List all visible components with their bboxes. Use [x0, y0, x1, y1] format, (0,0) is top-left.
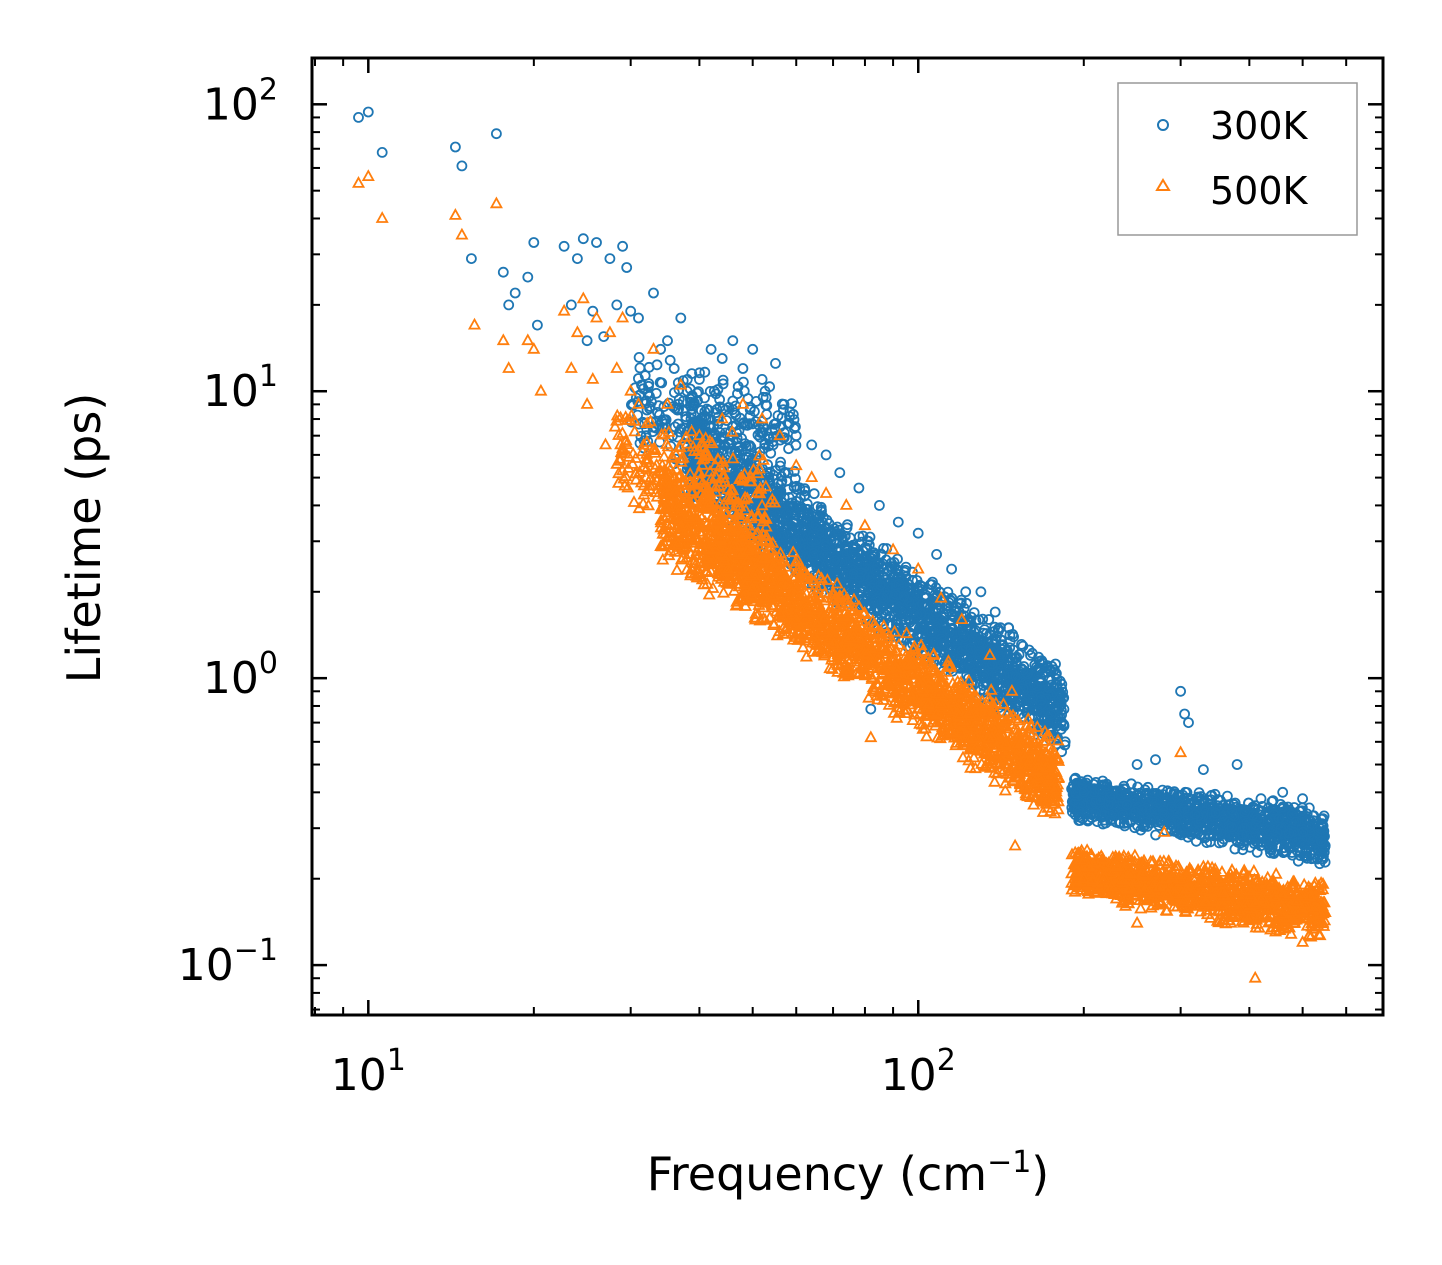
data-point-300K [717, 378, 729, 390]
data-point-300K [694, 367, 705, 379]
data-point-300K [729, 407, 740, 419]
data-point-300K [672, 431, 683, 443]
data-point-300K [639, 370, 651, 382]
data-point-300K [720, 427, 731, 439]
data-point-300K [1008, 631, 1019, 643]
data-point-300K [699, 366, 711, 378]
data-point-300K [685, 413, 697, 425]
data-point-300K [637, 383, 649, 395]
data-point-300K [808, 488, 820, 500]
data-point-300K [633, 373, 644, 384]
data-point-300K [782, 417, 794, 429]
data-point-300K [880, 554, 892, 566]
data-point-300K [765, 447, 777, 459]
data-point-300K [686, 403, 698, 415]
data-point-300K [846, 547, 858, 559]
data-point-300K [714, 394, 725, 405]
data-point-300K [782, 530, 794, 542]
data-point-300K [713, 415, 724, 427]
data-point-300K [669, 421, 681, 433]
data-point-300K [759, 385, 771, 397]
data-point-300K [634, 362, 646, 374]
data-point-300K [659, 418, 671, 430]
data-point-300K [780, 514, 792, 526]
data-point-300K [744, 418, 755, 430]
data-point-300K [775, 478, 787, 490]
data-point-300K [635, 430, 647, 442]
data-point-300K [907, 638, 918, 650]
data-point-300K [983, 614, 995, 625]
data-point-300K [673, 398, 684, 410]
data-point-300K [738, 376, 749, 388]
data-point-300K [1023, 644, 1035, 656]
data-point-300K [786, 398, 797, 410]
data-point-300K [974, 684, 986, 696]
data-point-300K [777, 432, 789, 444]
data-point-300K [656, 377, 668, 389]
data-point-300K [757, 426, 769, 438]
data-point-300K [699, 392, 710, 404]
data-point-300K [731, 427, 742, 439]
data-point-300K [778, 404, 789, 416]
data-point-300K [633, 351, 645, 363]
data-point-300K [762, 459, 773, 471]
data-point-300K [681, 373, 693, 385]
data-point-300K [687, 398, 699, 410]
data-point-300K [864, 531, 876, 543]
series-300K [353, 106, 1331, 870]
data-point-300K [776, 536, 788, 548]
data-point-300K [664, 354, 676, 366]
data-point-300K [787, 408, 799, 420]
data-point-300K [680, 411, 692, 423]
data-point-300K [783, 443, 794, 455]
data-point-300K [734, 441, 745, 453]
data-point-300K [761, 400, 773, 411]
data-point-300K [786, 525, 797, 537]
data-point-300K [673, 403, 684, 415]
data-point-300K [772, 410, 784, 422]
data-point-300K [651, 359, 663, 371]
data-point-300K [954, 598, 966, 610]
data-point-300K [977, 613, 989, 625]
data-point-300K [857, 530, 869, 542]
data-point-300K [652, 406, 663, 418]
data-point-300K [776, 531, 788, 543]
data-point-300K [643, 380, 654, 392]
data-point-300K [768, 418, 780, 430]
data-point-300K [960, 644, 971, 656]
data-point-300K [1016, 639, 1027, 650]
data-point-300K [737, 418, 749, 430]
data-point-300K [767, 436, 779, 448]
data-point-300K [718, 439, 730, 451]
data-point-300K [732, 388, 743, 400]
data-point-300K [699, 406, 711, 418]
data-point-300K [704, 385, 716, 397]
data-point-300K [775, 456, 786, 468]
data-point-300K [878, 543, 889, 554]
data-point-300K [717, 374, 729, 386]
data-point-300K [727, 395, 739, 407]
